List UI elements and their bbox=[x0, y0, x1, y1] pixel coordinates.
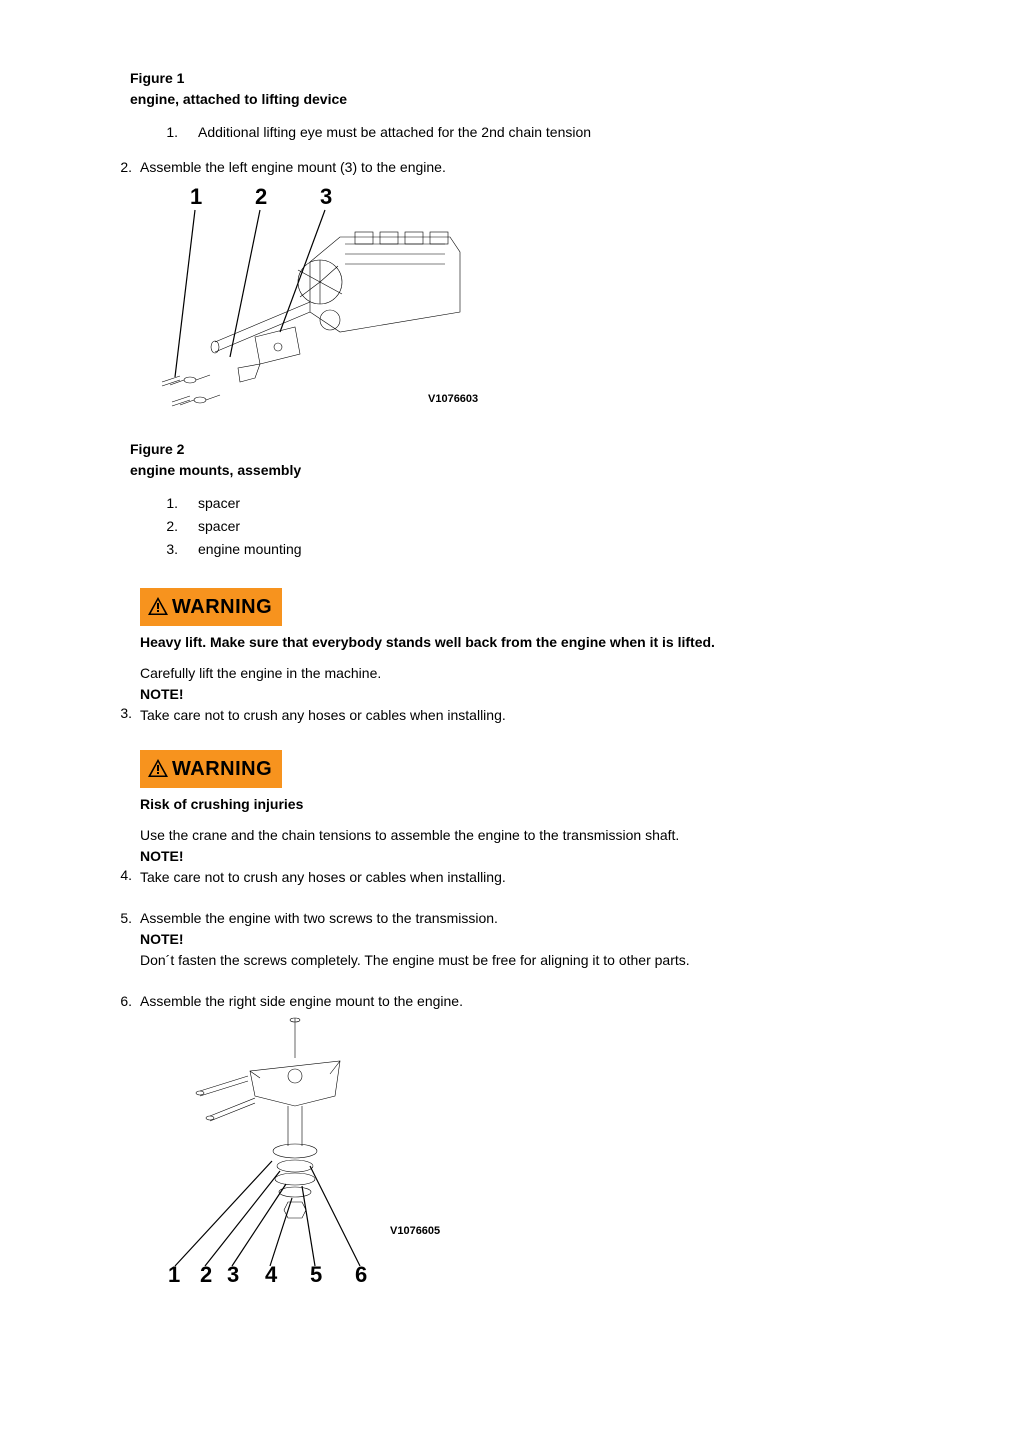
figure-2-title: Figure 2 bbox=[130, 439, 914, 460]
figure-1-legend: 1. Additional lifting eye must be attach… bbox=[150, 122, 914, 143]
warning-badge-1: WARNING bbox=[140, 588, 282, 626]
step-5-note-text: Don´t fasten the screws completely. The … bbox=[140, 950, 914, 971]
figure-2-item-1-num: 1. bbox=[150, 493, 198, 514]
step-4-num: 4. bbox=[110, 865, 140, 888]
step-4: 4. WARNING Risk of crushing injuries Use… bbox=[110, 750, 914, 888]
figure-2-item-2-num: 2. bbox=[150, 516, 198, 537]
figure-2-engine-drawing: 1 2 3 bbox=[160, 182, 914, 427]
figure-2-item-2-text: spacer bbox=[198, 516, 240, 537]
step-5-num: 5. bbox=[110, 908, 140, 971]
figure-2-item-3-num: 3. bbox=[150, 539, 198, 560]
step-4-note-text: Take care not to crush any hoses or cabl… bbox=[140, 867, 914, 888]
step-6: 6. Assemble the right side engine mount … bbox=[110, 991, 914, 1290]
step-6-text: Assemble the right side engine mount to … bbox=[140, 991, 914, 1012]
step-6-num: 6. bbox=[110, 991, 140, 1290]
fig2-label-1: 1 bbox=[190, 184, 202, 209]
fig3-label-3: 3 bbox=[227, 1262, 239, 1286]
warning-badge-2: WARNING bbox=[140, 750, 282, 788]
step-2: 2. Assemble the left engine mount (3) to… bbox=[110, 157, 914, 431]
step-5-note-label: NOTE! bbox=[140, 929, 914, 950]
step-4-line1: Use the crane and the chain tensions to … bbox=[140, 825, 914, 846]
warning-triangle-icon bbox=[148, 597, 168, 615]
figure-2-caption: Figure 2 engine mounts, assembly bbox=[130, 439, 914, 481]
fig3-label-6: 6 bbox=[355, 1262, 367, 1286]
figure-2-item-1-text: spacer bbox=[198, 493, 240, 514]
fig3-label-4: 4 bbox=[265, 1262, 278, 1286]
step-5-text: Assemble the engine with two screws to t… bbox=[140, 908, 914, 929]
warning-2-label: WARNING bbox=[172, 758, 272, 780]
step-5: 5. Assemble the engine with two screws t… bbox=[110, 908, 914, 971]
fig2-label-2: 2 bbox=[255, 184, 267, 209]
step-2-text: Assemble the left engine mount (3) to th… bbox=[140, 157, 914, 178]
figure-2-item-3-text: engine mounting bbox=[198, 539, 302, 560]
fig2-label-3: 3 bbox=[320, 184, 332, 209]
figure-2-code: V1076603 bbox=[428, 393, 478, 405]
figure-2-legend: 1. spacer 2. spacer 3. engine mounting bbox=[150, 493, 914, 560]
figure-1-item-1-text: Additional lifting eye must be attached … bbox=[198, 122, 591, 143]
step-3-note-text: Take care not to crush any hoses or cabl… bbox=[140, 705, 914, 726]
step-3-line1: Carefully lift the engine in the machine… bbox=[140, 663, 914, 684]
figure-1-title: Figure 1 bbox=[130, 68, 914, 89]
figure-1-subtitle: engine, attached to lifting device bbox=[130, 89, 914, 110]
fig3-label-5: 5 bbox=[310, 1262, 322, 1286]
figure-1-item-1-num: 1. bbox=[150, 122, 198, 143]
step-3-note-label: NOTE! bbox=[140, 684, 914, 705]
figure-1-caption: Figure 1 engine, attached to lifting dev… bbox=[130, 68, 914, 110]
step-2-num: 2. bbox=[110, 157, 140, 431]
fig3-label-2: 2 bbox=[200, 1262, 212, 1286]
step-4-bold: Risk of crushing injuries bbox=[140, 794, 914, 815]
figure-3-mount-drawing: 1 2 3 4 5 6 V1076605 bbox=[160, 1016, 914, 1286]
step-3-num: 3. bbox=[110, 703, 140, 726]
step-3-bold: Heavy lift. Make sure that everybody sta… bbox=[140, 632, 914, 653]
warning-triangle-icon bbox=[148, 759, 168, 777]
warning-1-label: WARNING bbox=[172, 596, 272, 618]
fig3-label-1: 1 bbox=[168, 1262, 180, 1286]
step-3: 3. WARNING Heavy lift. Make sure that ev… bbox=[110, 588, 914, 726]
step-4-note-label: NOTE! bbox=[140, 846, 914, 867]
figure-3-code: V1076605 bbox=[390, 1225, 440, 1237]
figure-2-subtitle: engine mounts, assembly bbox=[130, 460, 914, 481]
